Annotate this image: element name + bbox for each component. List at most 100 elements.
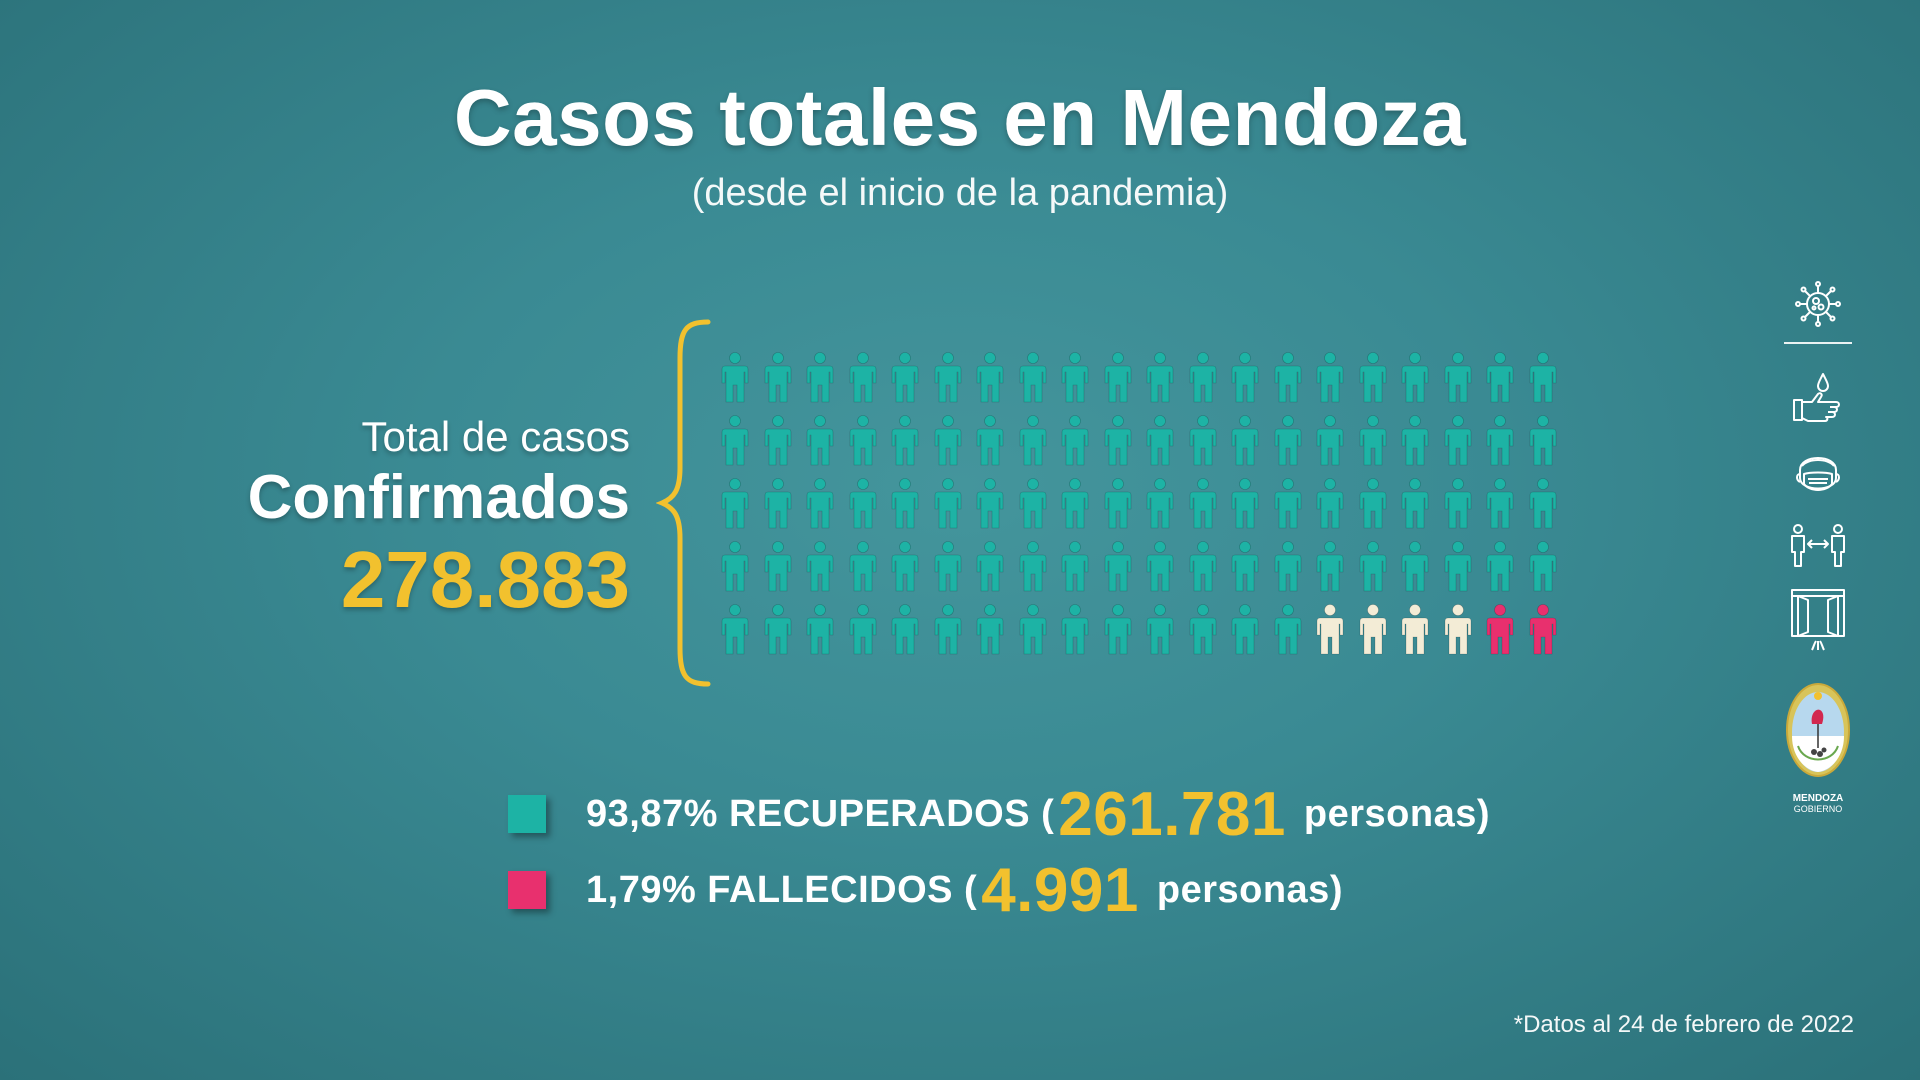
person-icon-recovered — [975, 478, 1005, 530]
person-icon-recovered — [763, 604, 793, 656]
person-icon-recovered — [933, 541, 963, 593]
person-icon-recovered — [763, 352, 793, 404]
person-icon-recovered — [1358, 415, 1388, 467]
deceased-suffix: personas) — [1156, 868, 1343, 911]
person-icon-recovered — [1103, 541, 1133, 593]
person-icon-recovered — [933, 478, 963, 530]
person-icon-active — [1443, 604, 1473, 656]
person-icon-recovered — [1018, 478, 1048, 530]
distance-icon — [1780, 522, 1856, 570]
person-icon-recovered — [1400, 478, 1430, 530]
person-icon-recovered — [1145, 415, 1175, 467]
person-icon-recovered — [805, 478, 835, 530]
person-icon-recovered — [805, 352, 835, 404]
person-icon-recovered — [1145, 541, 1175, 593]
person-icon-recovered — [1528, 541, 1558, 593]
legend-recovered: 93,87% RECUPERADOS ( 261.781 personas) — [508, 780, 1490, 849]
person-icon-recovered — [1103, 604, 1133, 656]
person-icon-recovered — [933, 604, 963, 656]
person-icon-recovered — [805, 541, 835, 593]
person-icon-recovered — [1315, 541, 1345, 593]
person-icon-recovered — [1528, 415, 1558, 467]
person-icon-recovered — [805, 415, 835, 467]
person-icon-recovered — [1400, 352, 1430, 404]
person-icon-recovered — [1485, 541, 1515, 593]
person-icon-recovered — [1230, 352, 1260, 404]
icon-divider — [1784, 342, 1852, 344]
curly-brace — [656, 319, 711, 687]
handwash-icon — [1780, 370, 1856, 426]
person-icon-recovered — [1060, 604, 1090, 656]
person-icon-recovered — [1443, 352, 1473, 404]
person-icon-recovered — [1273, 415, 1303, 467]
person-icon-recovered — [975, 604, 1005, 656]
person-icon-recovered — [1358, 478, 1388, 530]
person-icon-recovered — [890, 541, 920, 593]
person-icon-recovered — [1315, 478, 1345, 530]
person-icon-recovered — [763, 541, 793, 593]
person-icon-recovered — [1315, 415, 1345, 467]
person-icon-recovered — [1060, 478, 1090, 530]
person-icon-recovered — [1315, 352, 1345, 404]
person-icon-recovered — [890, 352, 920, 404]
person-icon-recovered — [805, 604, 835, 656]
person-icon-recovered — [848, 604, 878, 656]
person-icon-recovered — [933, 352, 963, 404]
mendoza-shield-icon — [1786, 683, 1850, 777]
deceased-count: 4.991 — [981, 855, 1139, 925]
person-icon-active — [1358, 604, 1388, 656]
person-icon-recovered — [848, 541, 878, 593]
person-icon-recovered — [1018, 604, 1048, 656]
page-title: Casos totales en Mendoza — [453, 73, 1467, 162]
person-icon-recovered — [1188, 415, 1218, 467]
person-icon-recovered — [1485, 478, 1515, 530]
people-pictogram — [720, 352, 1560, 658]
person-icon-recovered — [933, 415, 963, 467]
person-icon-recovered — [1528, 478, 1558, 530]
person-icon-recovered — [848, 352, 878, 404]
person-icon-recovered — [1358, 352, 1388, 404]
person-icon-recovered — [720, 478, 750, 530]
person-icon-recovered — [1273, 478, 1303, 530]
person-icon-recovered — [1443, 415, 1473, 467]
page-subtitle: (desde el inicio de la pandemia) — [691, 172, 1229, 214]
person-icon-recovered — [975, 541, 1005, 593]
person-icon-recovered — [720, 541, 750, 593]
person-icon-recovered — [1230, 415, 1260, 467]
recovered-text: 93,87% RECUPERADOS ( — [586, 792, 1055, 835]
person-icon-recovered — [720, 352, 750, 404]
recovered-suffix: personas) — [1303, 792, 1490, 835]
total-summary: Total de casos Confirmados 278.883 — [248, 412, 630, 624]
confirmed-total: 278.883 — [340, 535, 630, 624]
person-icon-recovered — [1060, 352, 1090, 404]
deceased-text: 1,79% FALLECIDOS ( — [586, 868, 978, 911]
person-icon-recovered — [1188, 541, 1218, 593]
person-icon-recovered — [1528, 352, 1558, 404]
person-icon-recovered — [1230, 478, 1260, 530]
person-icon-recovered — [1018, 415, 1048, 467]
person-icon-recovered — [1103, 415, 1133, 467]
person-icon-recovered — [1443, 478, 1473, 530]
person-icon-recovered — [890, 415, 920, 467]
person-icon-recovered — [848, 415, 878, 467]
person-icon-recovered — [1400, 415, 1430, 467]
recovered-swatch — [508, 795, 546, 833]
person-icon-recovered — [1443, 541, 1473, 593]
person-icon-recovered — [975, 352, 1005, 404]
person-icon-recovered — [763, 478, 793, 530]
ventilation-icon — [1780, 586, 1856, 652]
person-icon-recovered — [890, 478, 920, 530]
person-icon-recovered — [1188, 604, 1218, 656]
logo-text-gobierno: GOBIERNO — [1793, 804, 1843, 814]
mendoza-gobierno-logo: MENDOZA GOBIERNO — [1780, 676, 1856, 814]
virus-icon — [1780, 280, 1856, 328]
person-icon-recovered — [1273, 541, 1303, 593]
person-icon-recovered — [1060, 415, 1090, 467]
person-icon-recovered — [763, 415, 793, 467]
person-icon-recovered — [1485, 352, 1515, 404]
person-icon-recovered — [1145, 478, 1175, 530]
person-icon-recovered — [1188, 352, 1218, 404]
person-icon-recovered — [1018, 541, 1048, 593]
data-date-footnote: *Datos al 24 de febrero de 2022 — [1513, 1011, 1854, 1038]
person-icon-recovered — [1145, 352, 1175, 404]
